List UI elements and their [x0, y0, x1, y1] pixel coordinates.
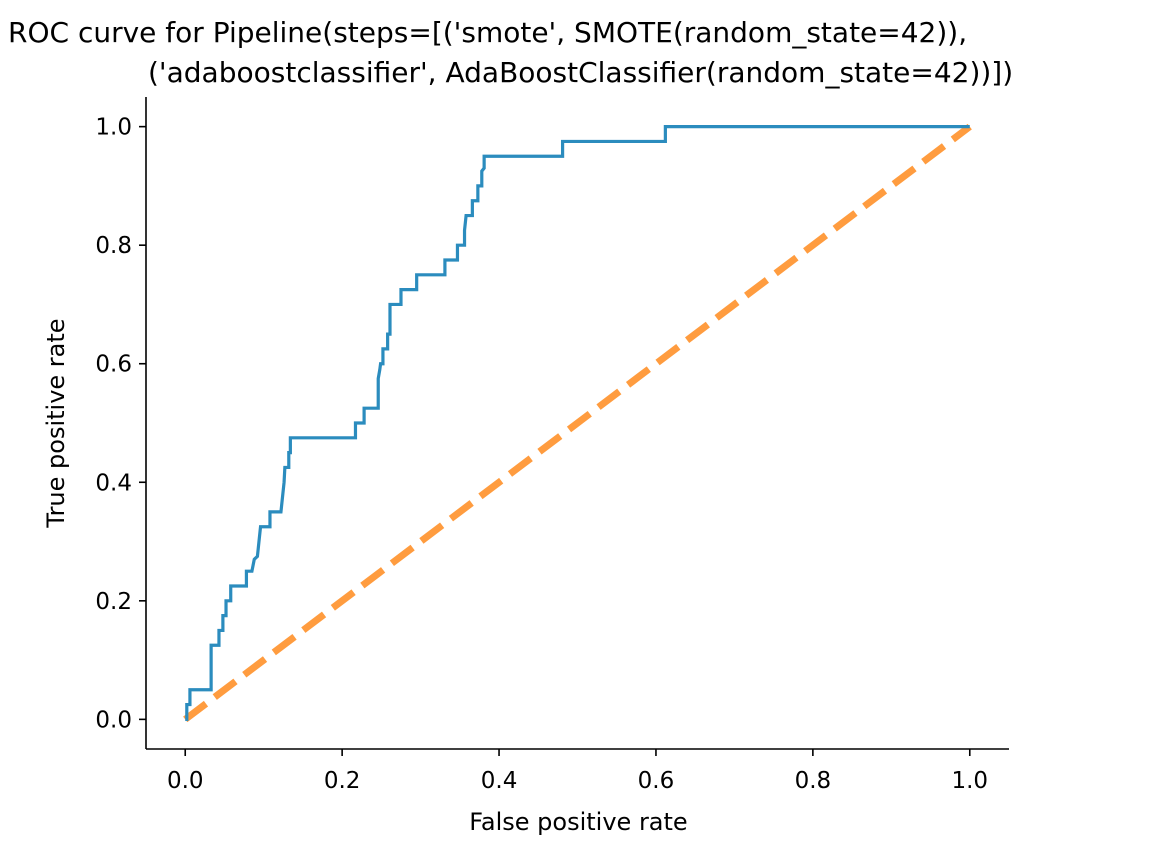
y-axis-label: True positive rate: [42, 318, 70, 528]
y-tick-label: 0.6: [95, 352, 132, 378]
x-axis-label: False positive rate: [469, 808, 687, 836]
chart-title: ROC curve for Pipeline(steps=[('smote', …: [8, 16, 1013, 89]
y-tick-label: 0.0: [95, 707, 132, 733]
y-tick-label: 0.8: [95, 233, 132, 259]
title-line-1: ROC curve for Pipeline(steps=[('smote', …: [8, 16, 967, 49]
y-tick-label: 1.0: [95, 115, 132, 141]
series-layer: [183, 123, 972, 723]
x-tick-label: 0.0: [167, 768, 204, 794]
ticks-layer: 0.0 0.2 0.4 0.6 0.8 1.0 0.0 0.2 0.4 0.6 0.8 1.0: [95, 115, 988, 794]
axes-layer: [145, 97, 1009, 750]
x-tick-label: 0.6: [638, 768, 675, 794]
x-tick-label: 0.2: [324, 768, 361, 794]
y-tick-label: 0.4: [95, 470, 132, 496]
x-tick-label: 1.0: [951, 768, 988, 794]
y-tick-label: 0.2: [95, 589, 132, 615]
title-line-2: ('adaboostclassifier', AdaBoostClassifie…: [148, 56, 1013, 89]
x-tick-label: 0.4: [481, 768, 518, 794]
roc-curve-line: [185, 125, 970, 721]
x-tick-label: 0.8: [795, 768, 832, 794]
chance-diagonal-line: [183, 123, 972, 723]
